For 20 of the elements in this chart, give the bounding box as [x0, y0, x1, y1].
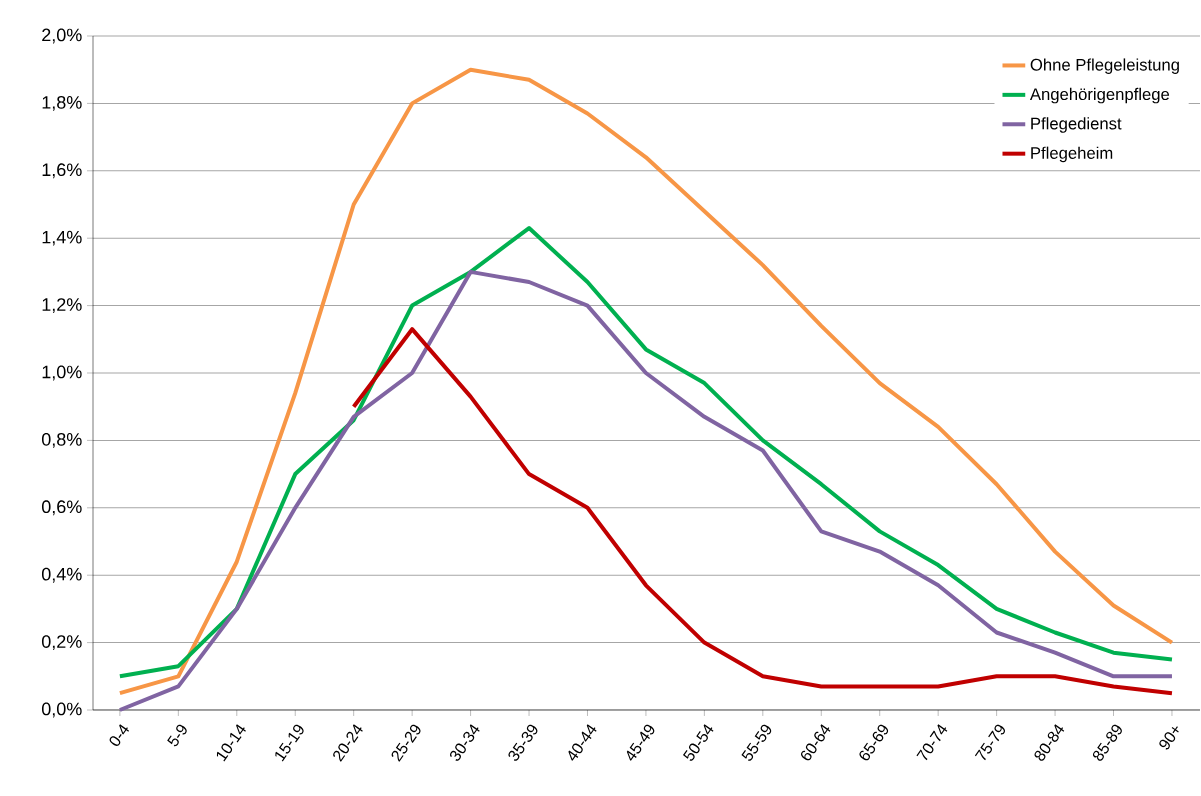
y-tick-label: 0,6%	[41, 500, 82, 516]
y-tick-label: 1,4%	[42, 230, 82, 246]
legend-label: Pflegeheim	[1031, 146, 1113, 163]
x-tick-label: 0-4	[109, 724, 130, 746]
y-tick-label: 1,2%	[42, 298, 82, 314]
y-tick-label: 0,8%	[41, 432, 82, 448]
y-tick-label: 1,0%	[42, 365, 82, 381]
x-tick-label: 90+	[1159, 726, 1179, 750]
legend-label: Pflegedienst	[1031, 117, 1122, 133]
legend-label: Ohne Pflegeleistung	[1030, 58, 1179, 74]
y-tick-label: 1,6%	[42, 163, 82, 179]
y-tick-label: 2,0%	[42, 28, 82, 44]
y-tick-label: 0,0%	[41, 702, 82, 718]
y-tick-label: 1,8%	[42, 95, 82, 111]
line-series	[117, 226, 1174, 679]
legend-label: Angehörigenpflege	[1029, 87, 1170, 104]
line-series	[117, 269, 1174, 712]
y-tick-label: 0,2%	[41, 635, 82, 651]
x-tick-label: 5-9	[167, 724, 187, 747]
y-tick-label: 0,4%	[41, 567, 82, 583]
